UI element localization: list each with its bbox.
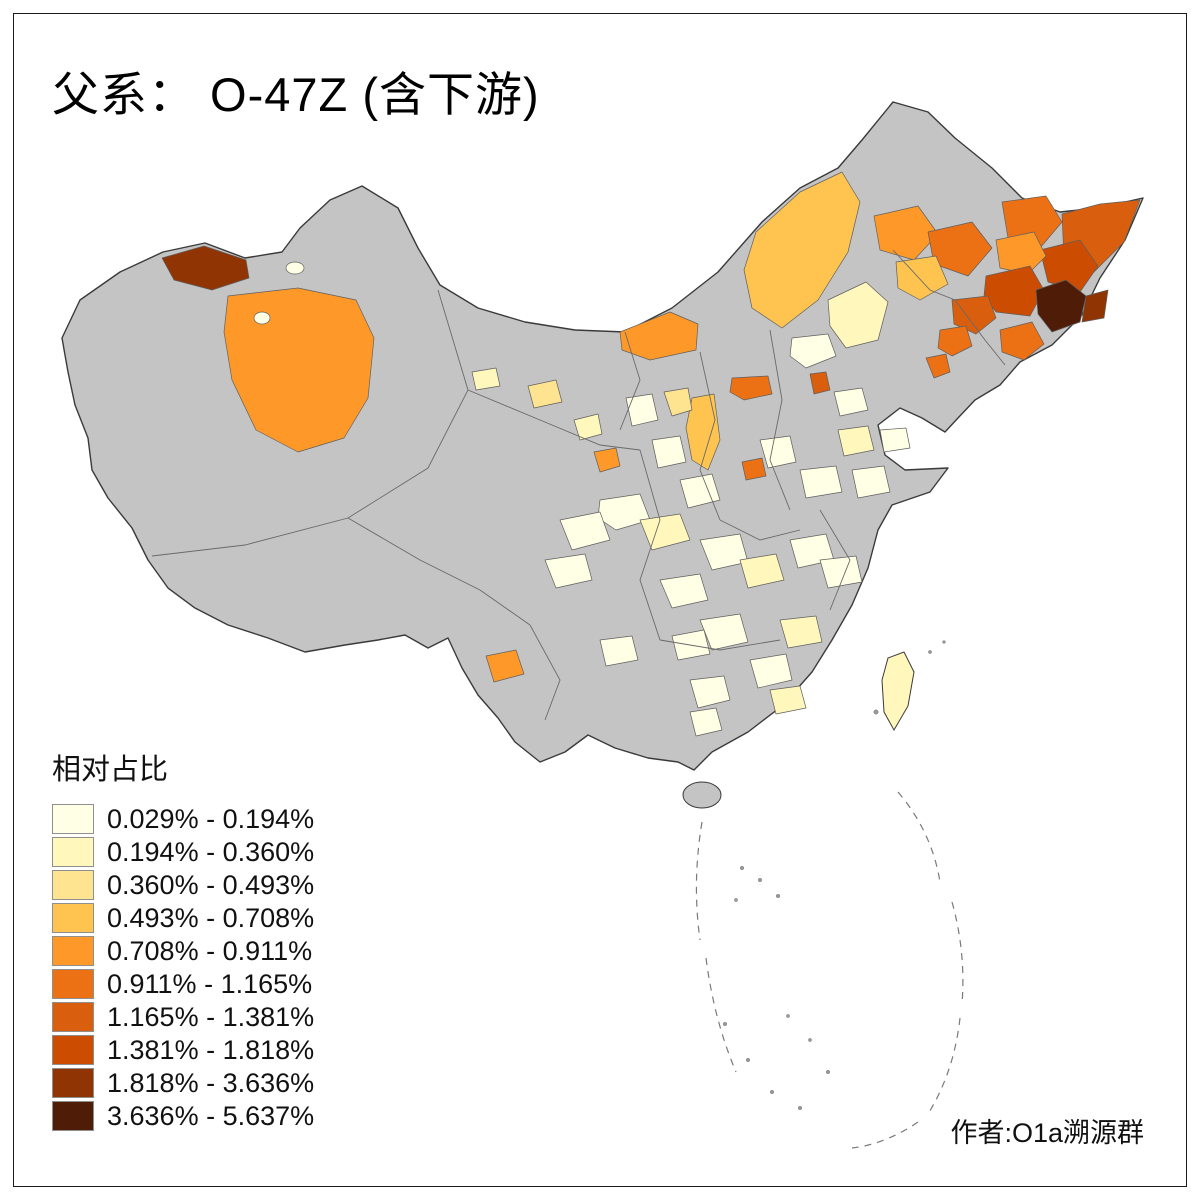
legend-swatch (52, 837, 94, 867)
legend-label: 1.165% - 1.381% (107, 1001, 315, 1032)
legend-swatch (52, 1101, 94, 1131)
region (827, 281, 889, 349)
legend-item: 3.636% - 5.637% (52, 1101, 314, 1131)
south-china-sea-islands (723, 640, 946, 1110)
region (639, 513, 691, 551)
legend-item: 1.381% - 1.818% (52, 1035, 314, 1065)
region (729, 375, 773, 401)
region (599, 635, 639, 667)
map-title: 父系： O-47Z (含下游) (52, 68, 540, 121)
region (663, 387, 693, 417)
region (769, 685, 807, 715)
attribution: 作者:O1a溯源群 (950, 1118, 1144, 1148)
region (1001, 195, 1063, 249)
region (161, 245, 250, 291)
region (995, 231, 1047, 275)
region (699, 613, 749, 651)
region (1081, 289, 1109, 323)
legend-swatch (52, 969, 94, 999)
region (685, 393, 721, 471)
legend-label: 0.360% - 0.493% (107, 869, 315, 900)
legend-item: 1.818% - 3.636% (52, 1068, 314, 1098)
legend-item: 0.360% - 0.493% (52, 870, 314, 900)
region (819, 555, 863, 589)
region (743, 171, 861, 329)
legend-item: 1.165% - 1.381% (52, 1002, 314, 1032)
region (749, 653, 793, 689)
region (659, 573, 709, 609)
region (999, 321, 1045, 361)
region (809, 371, 831, 395)
region (573, 413, 603, 441)
region (799, 465, 843, 499)
region (789, 333, 837, 369)
region (739, 553, 785, 589)
legend-label: 0.194% - 0.360% (107, 836, 315, 867)
region (1039, 239, 1099, 293)
nine-dash-line (695, 791, 964, 1149)
region (619, 311, 699, 361)
legend-item: 0.194% - 0.360% (52, 837, 314, 867)
region (559, 511, 611, 551)
hainan-island (682, 781, 722, 809)
region (689, 707, 723, 737)
region (544, 553, 593, 589)
region (925, 353, 951, 379)
region (983, 265, 1045, 317)
legend: 相对占比 0.029% - 0.194% 0.194% - 0.360% 0.3… (52, 746, 314, 1134)
legend-label: 1.381% - 1.818% (107, 1034, 315, 1065)
region (485, 649, 525, 683)
region (651, 435, 687, 469)
legend-swatch (52, 903, 94, 933)
region (253, 311, 271, 325)
region (937, 325, 973, 357)
legend-item: 0.493% - 0.708% (52, 903, 314, 933)
legend-label: 3.636% - 5.637% (107, 1100, 315, 1131)
region (851, 465, 891, 499)
region (593, 447, 621, 473)
legend-swatch (52, 870, 94, 900)
legend-swatch (52, 1035, 94, 1065)
legend-item: 0.708% - 0.911% (52, 936, 314, 966)
legend-swatch (52, 1002, 94, 1032)
legend-title: 相对占比 (52, 754, 169, 786)
taiwan-island (881, 651, 915, 732)
penghu-islet (873, 709, 879, 715)
region (625, 393, 659, 427)
region (471, 367, 501, 391)
legend-label: 0.708% - 0.911% (107, 935, 313, 966)
legend-swatch (52, 936, 94, 966)
legend-label: 0.911% - 1.165% (107, 968, 313, 999)
legend-label: 1.818% - 3.636% (107, 1067, 315, 1098)
legend-label: 0.029% - 0.194% (107, 803, 315, 834)
region (837, 425, 875, 457)
region (759, 435, 797, 469)
region (879, 427, 911, 453)
region (527, 379, 563, 409)
legend-item: 0.911% - 1.165% (52, 969, 314, 999)
region (779, 615, 823, 649)
legend-label: 0.493% - 0.708% (107, 902, 315, 933)
province-borders (151, 249, 1006, 721)
legend-item: 0.029% - 0.194% (52, 804, 314, 834)
region (873, 205, 939, 261)
region (741, 457, 767, 481)
region (285, 261, 305, 275)
region (1035, 279, 1087, 333)
legend-swatch (52, 804, 94, 834)
mainland-outline (61, 101, 1144, 771)
region (679, 473, 721, 509)
region (689, 675, 731, 709)
region (833, 387, 869, 417)
colored-regions (161, 171, 1141, 737)
legend-swatch (52, 1068, 94, 1098)
region (951, 295, 997, 335)
region (223, 287, 375, 453)
